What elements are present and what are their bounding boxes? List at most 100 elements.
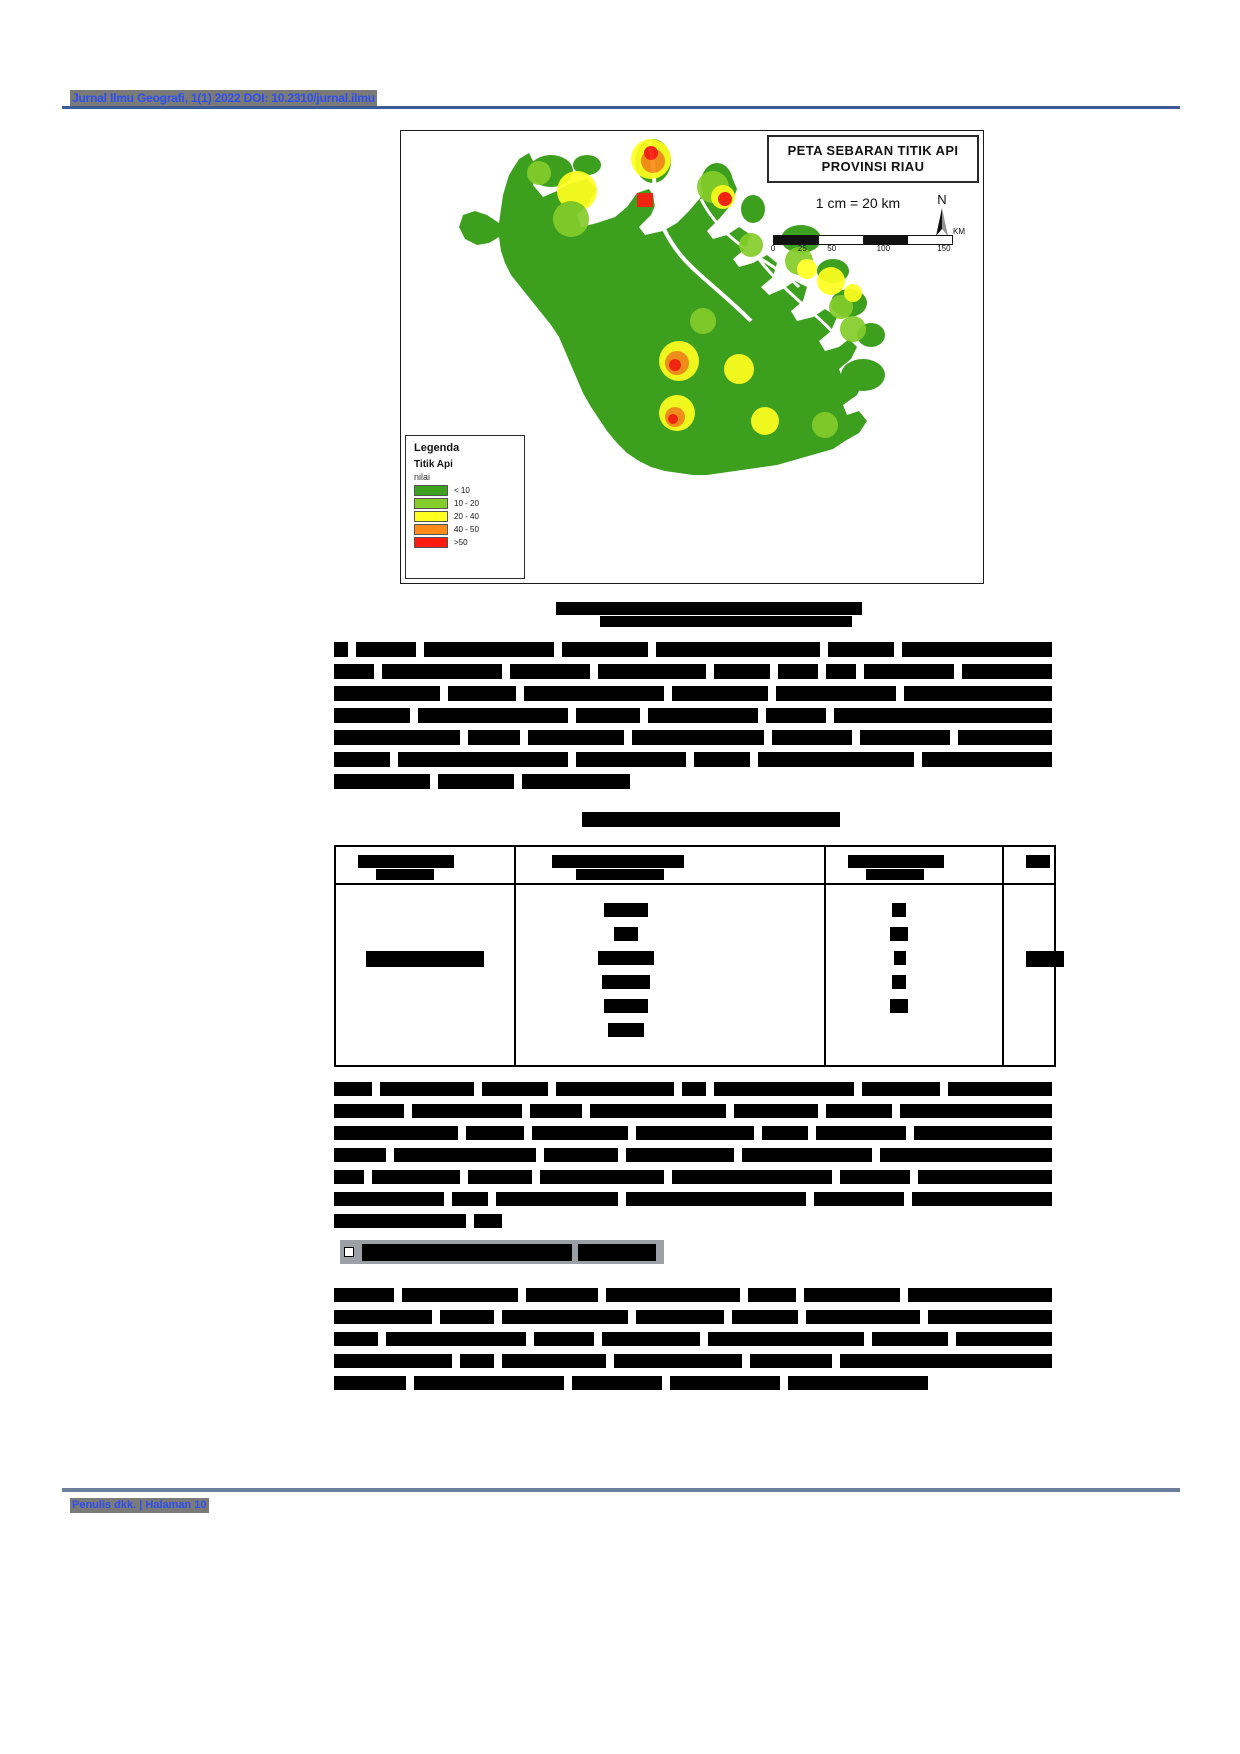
redacted-text-line bbox=[606, 1288, 740, 1302]
redacted-text-line bbox=[576, 708, 640, 723]
redacted-text-line bbox=[928, 1310, 1052, 1324]
footer-link[interactable]: Penulis dkk. | Halaman 10 bbox=[70, 1498, 209, 1513]
redacted-text-line bbox=[648, 708, 758, 723]
redacted-text-line bbox=[382, 664, 502, 679]
redacted-text-line bbox=[576, 752, 686, 767]
redacted-text-line bbox=[334, 1192, 444, 1206]
scalebar-ticks: 0 25 50 100 150 bbox=[770, 244, 959, 256]
table-cell bbox=[614, 927, 638, 941]
redacted-text-line bbox=[750, 1354, 832, 1368]
redacted-text-line bbox=[626, 1148, 734, 1162]
redacted-caption-line bbox=[582, 812, 840, 827]
table-column-divider bbox=[824, 847, 826, 1065]
redacted-text-line bbox=[460, 1354, 494, 1368]
hotspot-points bbox=[527, 139, 866, 438]
north-label: N bbox=[937, 192, 947, 207]
table-header-cell bbox=[848, 855, 944, 868]
redacted-text-line bbox=[334, 1104, 404, 1118]
redacted-text-line bbox=[804, 1288, 900, 1302]
redacted-text-line bbox=[468, 730, 520, 745]
redacted-text-line bbox=[962, 664, 1052, 679]
scalebar-tick-label: 0 bbox=[770, 244, 776, 253]
redacted-text-line bbox=[776, 686, 896, 701]
map-title-line-2: PROVINSI RIAU bbox=[821, 159, 925, 174]
redacted-text-line bbox=[334, 1332, 378, 1346]
redacted-text-line bbox=[540, 1170, 664, 1184]
redacted-text-line bbox=[598, 664, 706, 679]
redacted-text-line bbox=[762, 1126, 808, 1140]
map-figure: PETA SEBARAN TITIK API PROVINSI RIAU 1 c… bbox=[400, 130, 984, 584]
redacted-text-line bbox=[656, 642, 820, 657]
legend-item: 10 - 20 bbox=[414, 498, 516, 509]
redacted-text-line bbox=[372, 1170, 460, 1184]
legend-item: < 10 bbox=[414, 485, 516, 496]
compass-needle-icon bbox=[936, 208, 948, 236]
redacted-text-line bbox=[956, 1332, 1052, 1346]
redacted-caption-line bbox=[600, 616, 852, 627]
redacted-text-line bbox=[840, 1354, 1052, 1368]
redacted-text-line bbox=[632, 730, 764, 745]
redacted-text-line bbox=[532, 1126, 628, 1140]
redacted-text-line bbox=[814, 1192, 904, 1206]
redacted-text-line bbox=[334, 1214, 466, 1228]
redacted-text-line bbox=[864, 664, 954, 679]
section-heading bbox=[340, 1240, 664, 1264]
redacted-text-line bbox=[474, 1214, 502, 1228]
redacted-text-line bbox=[380, 1082, 474, 1096]
redacted-text-line bbox=[526, 1288, 598, 1302]
scalebar-tick-label: 100 bbox=[876, 244, 891, 253]
redacted-text-line bbox=[562, 642, 648, 657]
scalebar-tick-label: 25 bbox=[797, 244, 807, 253]
redacted-text-line bbox=[502, 1354, 606, 1368]
page-header: Jurnal Ilmu Geografi, 1(1) 2022 DOI: 10.… bbox=[62, 90, 1180, 110]
redacted-text-line bbox=[334, 774, 430, 789]
redacted-text-line bbox=[334, 642, 348, 657]
scalebar-tick-label: 150 bbox=[937, 244, 951, 253]
table-header-cell bbox=[358, 855, 454, 868]
map-title-box: PETA SEBARAN TITIK API PROVINSI RIAU bbox=[767, 135, 979, 183]
legend-color-swatch bbox=[414, 498, 448, 509]
redacted-text-line bbox=[828, 642, 894, 657]
redacted-text-line bbox=[682, 1082, 706, 1096]
riau-landmass bbox=[459, 139, 885, 475]
redacted-text-line bbox=[714, 1082, 854, 1096]
journal-header-link[interactable]: Jurnal Ilmu Geografi, 1(1) 2022 DOI: 10.… bbox=[70, 90, 377, 106]
redacted-text-line bbox=[334, 1170, 364, 1184]
redacted-text-line bbox=[334, 1082, 372, 1096]
redacted-text-line bbox=[522, 774, 630, 789]
redacted-text-line bbox=[708, 1332, 864, 1346]
redacted-text-line bbox=[672, 686, 768, 701]
redacted-text-line bbox=[510, 664, 590, 679]
redacted-text-line bbox=[862, 1082, 940, 1096]
redacted-caption-line bbox=[556, 602, 862, 615]
redacted-heading-text bbox=[578, 1243, 656, 1261]
table-cell bbox=[890, 999, 908, 1013]
redacted-text-line bbox=[334, 1288, 394, 1302]
redacted-text-line bbox=[334, 664, 374, 679]
redacted-text-line bbox=[544, 1148, 618, 1162]
redacted-text-line bbox=[816, 1126, 906, 1140]
redacted-text-line bbox=[626, 1192, 806, 1206]
redacted-text-line bbox=[452, 1192, 488, 1206]
table-cell bbox=[608, 1023, 644, 1037]
redacted-text-line bbox=[694, 752, 750, 767]
redacted-text-line bbox=[772, 730, 852, 745]
redacted-text-line bbox=[414, 1376, 564, 1390]
redacted-text-line bbox=[860, 730, 950, 745]
redacted-text-line bbox=[334, 1126, 458, 1140]
legend-item: 40 - 50 bbox=[414, 524, 516, 535]
square-bullet-icon bbox=[344, 1247, 354, 1257]
table-header-cell bbox=[1026, 855, 1050, 868]
redacted-text-line bbox=[900, 1104, 1052, 1118]
legend-color-swatch bbox=[414, 537, 448, 548]
legend-item-label: 20 - 40 bbox=[454, 512, 479, 521]
scalebar bbox=[773, 235, 953, 245]
redacted-text-line bbox=[502, 1310, 628, 1324]
redacted-text-line bbox=[902, 642, 1052, 657]
legend-item: >50 bbox=[414, 537, 516, 548]
legend-class-list: < 10 10 - 20 20 - 40 40 - 50 >50 bbox=[414, 485, 516, 548]
redacted-text-line bbox=[412, 1104, 522, 1118]
redacted-text-line bbox=[572, 1376, 662, 1390]
redacted-text-line bbox=[394, 1148, 536, 1162]
table-header-cell bbox=[866, 869, 924, 880]
